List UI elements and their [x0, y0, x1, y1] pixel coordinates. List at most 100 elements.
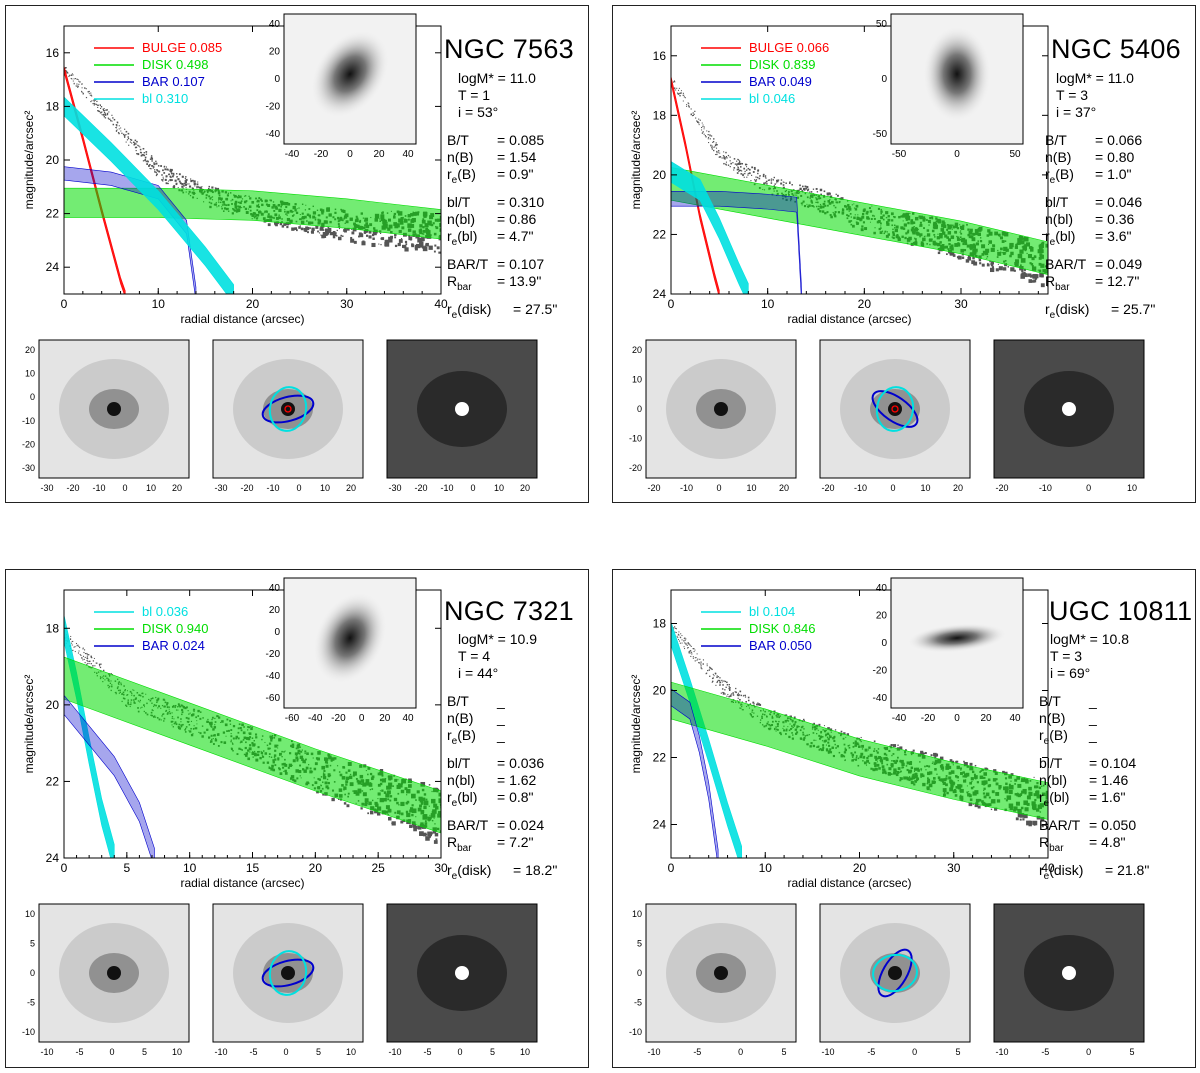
- data-point: [394, 233, 397, 237]
- data-point: [751, 174, 753, 176]
- data-point: [860, 736, 862, 739]
- data-point: [193, 180, 196, 183]
- data-point: [972, 256, 975, 260]
- data-point: [816, 191, 819, 193]
- data-point: [807, 188, 810, 191]
- data-point: [722, 693, 725, 695]
- data-point: [738, 694, 741, 696]
- data-point: [737, 168, 740, 171]
- data-point: [724, 680, 727, 683]
- inset-y-tick-label: 20: [269, 47, 281, 58]
- data-point: [408, 236, 413, 241]
- data-point: [1046, 826, 1048, 830]
- inset-y-tick-label: -20: [266, 649, 281, 660]
- data-point: [155, 174, 158, 177]
- data-point: [107, 117, 109, 119]
- rebl-value: = 0.8": [497, 789, 534, 805]
- inset-y-tick-label: -20: [873, 666, 888, 677]
- data-point: [133, 141, 135, 143]
- data-point: [686, 104, 688, 106]
- data-point: [677, 93, 679, 95]
- data-point: [151, 160, 153, 162]
- x-tick-label: 40: [1041, 861, 1055, 875]
- image-x-tick-label: 10: [494, 483, 504, 493]
- data-point: [397, 242, 401, 247]
- rebl-value: = 4.7": [497, 228, 534, 244]
- image-x-tick-label: -10: [821, 1047, 834, 1057]
- data-point: [116, 125, 118, 127]
- data-point: [710, 667, 712, 670]
- data-point: [716, 675, 718, 677]
- data-point: [897, 744, 899, 746]
- data-point: [757, 702, 759, 704]
- data-point: [989, 260, 991, 263]
- legend-entry: bl 0.310: [142, 91, 188, 106]
- data-point: [912, 749, 915, 752]
- data-point: [789, 181, 791, 183]
- data-point: [921, 751, 924, 753]
- data-point: [965, 259, 970, 263]
- data-point: [740, 169, 742, 172]
- data-point: [990, 262, 993, 266]
- data-point: [729, 695, 731, 697]
- data-point: [804, 185, 807, 188]
- data-point: [699, 119, 701, 121]
- data-point: [692, 656, 694, 658]
- inset-x-tick-label: -60: [285, 713, 300, 724]
- image-x-tick-label: -10: [440, 483, 453, 493]
- panel-ugc10811: 0 10 20 30 40 18 20 22 24 radial distance (arcsec…: [612, 569, 1196, 1068]
- image-x-tick-label: 20: [172, 483, 182, 493]
- data-point: [716, 680, 719, 683]
- data-point: [730, 162, 732, 165]
- data-point: [325, 232, 329, 236]
- data-point: [170, 172, 173, 175]
- data-point: [193, 182, 196, 186]
- data-point: [100, 663, 102, 665]
- data-point: [285, 222, 289, 226]
- data-point: [187, 183, 189, 185]
- y-tick-label: 18: [46, 99, 60, 113]
- data-point: [692, 657, 694, 659]
- data-point: [158, 170, 161, 173]
- y-axis-label: magnitude/arcsec²: [22, 675, 36, 774]
- data-point: [820, 193, 823, 196]
- data-point: [135, 146, 138, 149]
- data-point: [169, 179, 172, 182]
- data-point: [705, 673, 707, 675]
- data-point: [65, 70, 67, 72]
- data-point: [127, 132, 130, 135]
- data-point: [993, 769, 997, 773]
- bt-key: B/T: [1045, 132, 1067, 148]
- data-point: [714, 146, 716, 148]
- data-point: [1002, 267, 1007, 271]
- galaxy-parameters: logM* = 10.8 T = 3 i = 69° B/T _ n(B) _ re…: [1039, 631, 1149, 882]
- data-point: [697, 121, 699, 123]
- bar-ellipse: [261, 958, 315, 988]
- legend-entry: DISK 0.498: [142, 57, 209, 72]
- data-point: [134, 139, 137, 142]
- data-point: [683, 638, 685, 640]
- data-point: [969, 762, 973, 766]
- image-residual: [386, 339, 538, 479]
- data-point: [90, 94, 92, 96]
- data-point: [338, 798, 340, 800]
- data-point: [92, 103, 94, 105]
- data-point: [762, 175, 765, 178]
- data-point: [713, 149, 715, 152]
- data-point: [190, 179, 193, 183]
- data-point: [419, 241, 424, 246]
- data-point: [680, 637, 682, 639]
- plot-frame: [670, 25, 1049, 295]
- data-point: [110, 119, 112, 122]
- data-point: [109, 118, 111, 120]
- blt-key: bl/T: [1045, 194, 1069, 210]
- data-point: [696, 121, 698, 123]
- data-point: [715, 142, 717, 144]
- data-point: [676, 635, 678, 637]
- y-tick-label: 16: [46, 46, 60, 60]
- data-point: [90, 100, 92, 103]
- data-point: [780, 179, 783, 181]
- x-tick-label: 20: [309, 861, 323, 875]
- data-point: [703, 133, 705, 135]
- data-point: [81, 90, 83, 92]
